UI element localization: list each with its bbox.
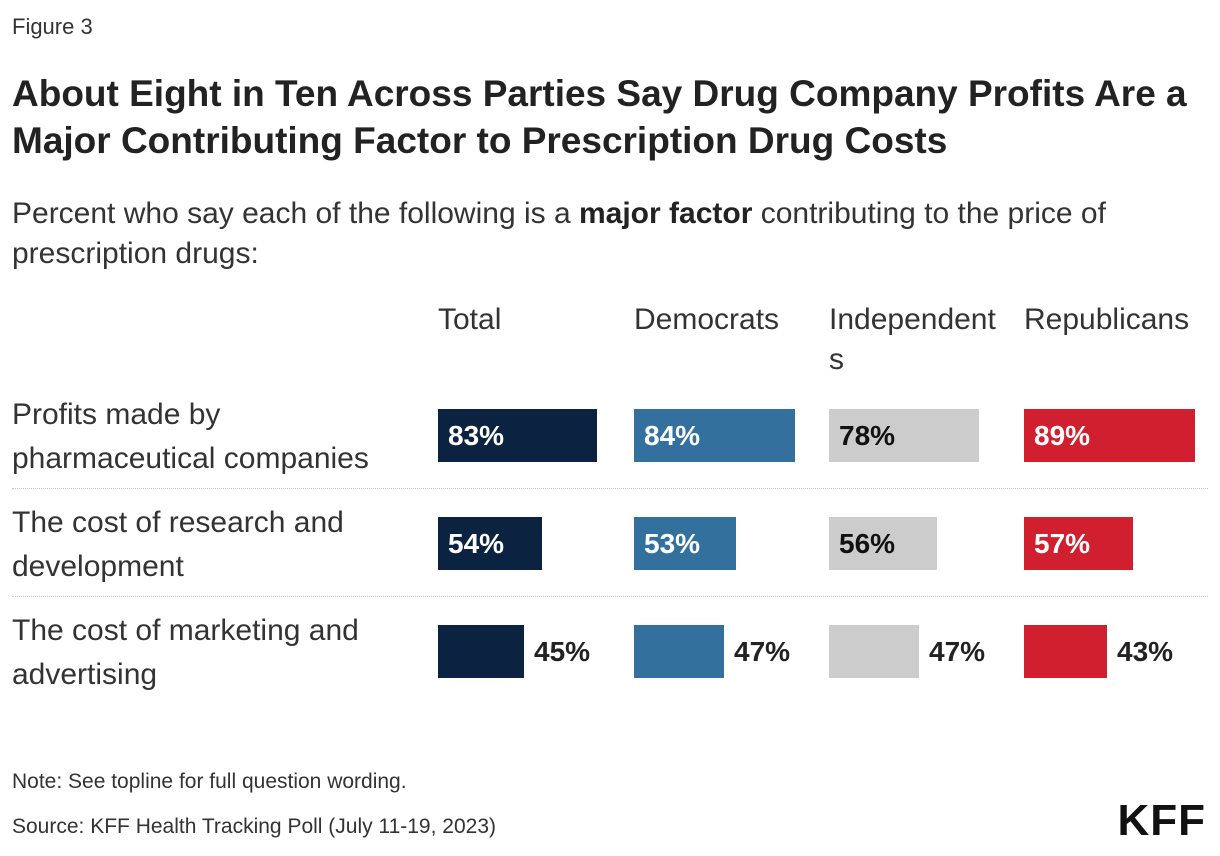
bar-value-label: 57%: [1034, 528, 1091, 559]
bar: [829, 625, 919, 678]
column-header-democrats: Democrats: [634, 303, 780, 336]
row-divider: [12, 488, 1208, 489]
bar-value-label: 83%: [448, 420, 505, 451]
bar-value-label: 47%: [734, 636, 791, 667]
bar-value-label: 54%: [448, 528, 505, 559]
row-label-research: The cost of research and development: [12, 506, 344, 583]
row-label-profits: Profits made by pharmaceutical companies: [12, 398, 369, 475]
subtitle-text-end: contributing to the price of prescriptio…: [12, 197, 1106, 270]
bar: [438, 517, 542, 570]
bar: [634, 409, 795, 462]
chart-title: About Eight in Ten Across Parties Say Dr…: [12, 73, 1187, 161]
subtitle-emphasis: major factor: [578, 197, 753, 230]
bar-value-label: 89%: [1034, 420, 1091, 451]
bar: [1024, 625, 1107, 678]
chart-note: Note: See topline for full question word…: [12, 770, 407, 793]
bar-value-label: 78%: [839, 420, 896, 451]
bar: [438, 625, 524, 678]
bar: [438, 409, 597, 462]
chart-source: Source: KFF Health Tracking Poll (July 1…: [12, 815, 496, 838]
column-header-republicans: Republicans: [1024, 303, 1190, 336]
bar: [829, 409, 979, 462]
bar: [634, 625, 724, 678]
bar: [634, 517, 736, 570]
bar-value-label: 56%: [839, 528, 896, 559]
bar-value-label: 53%: [644, 528, 701, 559]
column-header-total: Total: [438, 303, 502, 336]
figure-label: Figure 3: [12, 14, 93, 39]
bar-value-label: 84%: [644, 420, 701, 451]
bar-value-label: 47%: [929, 636, 986, 667]
bar-value-label: 45%: [534, 636, 591, 667]
column-header-independents: Independents: [829, 303, 996, 376]
row-label-marketing: The cost of marketing and advertising: [12, 614, 359, 691]
row-divider: [12, 596, 1208, 597]
chart-subtitle: Percent who say each of the following is…: [12, 194, 1212, 274]
bar-value-label: 43%: [1117, 636, 1174, 667]
subtitle-text-start: Percent who say each of the following is…: [12, 197, 579, 230]
bar: [1024, 517, 1133, 570]
bar: [1024, 409, 1195, 462]
kff-logo: KFF: [1117, 796, 1206, 845]
bar: [829, 517, 937, 570]
